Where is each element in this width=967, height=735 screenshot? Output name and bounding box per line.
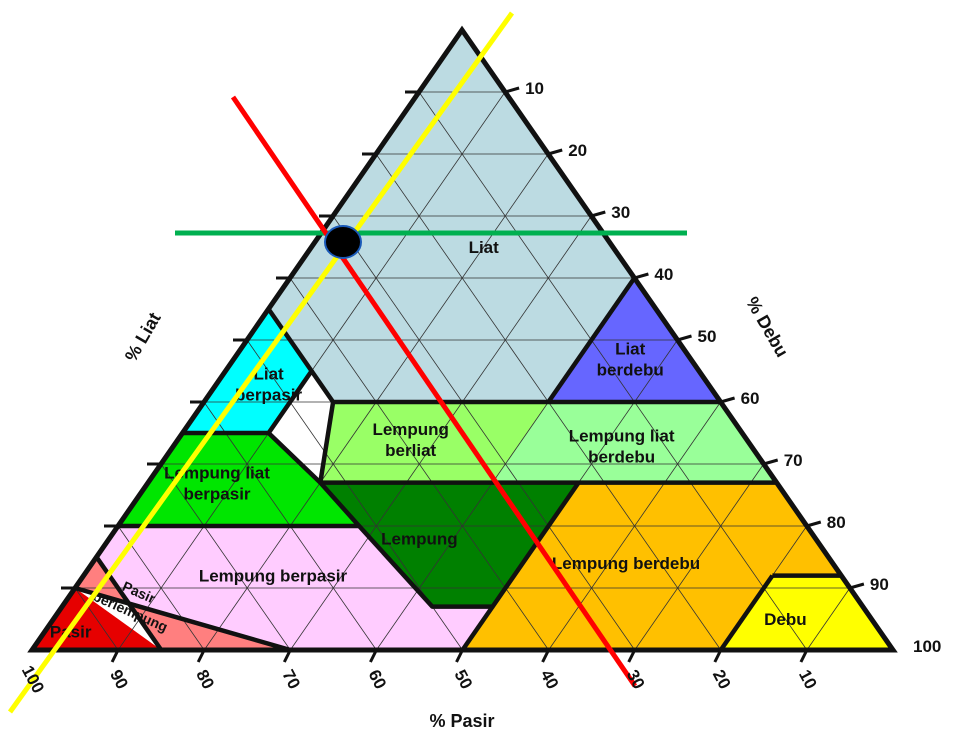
class-boundary <box>182 307 314 436</box>
region-label-line: Lempung liat <box>569 426 675 445</box>
region-label-liat-berpasir: Liat berpasir <box>235 364 302 404</box>
region-label-lempung-berdebu: Lempung berdebu <box>552 554 700 573</box>
silt-tick-label: 20 <box>568 141 587 160</box>
tick-silt <box>590 210 606 218</box>
silt-tick-label: 50 <box>698 327 717 346</box>
tick-sand <box>282 649 292 663</box>
class-boundary <box>546 276 637 404</box>
region-label-line: Liat <box>615 340 646 359</box>
silt-tick-label: 90 <box>870 575 889 594</box>
tick-sand <box>627 649 637 663</box>
tick-sand <box>110 649 120 663</box>
grid-line-silt <box>548 401 721 651</box>
tick-sand <box>799 649 809 663</box>
sand-tick-label: 10 <box>795 667 821 693</box>
region-label-line: berpasir <box>183 485 250 504</box>
tick-silt <box>806 520 822 528</box>
region-label-line: Pasir <box>50 622 92 641</box>
region-label-line: Liat <box>469 238 500 257</box>
region-label-pasir: Pasir <box>50 622 92 641</box>
grid-line-sand <box>74 587 119 651</box>
region-lempung-liat-berdebu <box>492 402 777 483</box>
silt-tick-label: 100 <box>913 637 941 656</box>
region-label-lempung-liat-berpasir: Lempung liat berpasir <box>164 464 270 504</box>
class-boundary <box>718 574 775 652</box>
tick-sand <box>713 649 723 663</box>
region-label-line: Lempung berpasir <box>199 567 348 586</box>
tick-silt <box>849 582 865 590</box>
grid-line-sand <box>117 525 205 651</box>
region-label-liat: Liat <box>469 238 500 257</box>
region-label-debu: Debu <box>764 610 807 629</box>
region-lempung-berdebu <box>462 482 842 650</box>
grid-line-silt <box>634 463 765 651</box>
tick-silt <box>677 334 692 342</box>
sand-tick-label: 80 <box>192 667 218 693</box>
grid-line-sand <box>160 463 291 651</box>
class-boundary <box>74 585 291 653</box>
region-label-lempung-liat-berdebu: Lempung liat berdebu <box>569 426 675 466</box>
clay-axis-title: % Liat <box>121 309 165 365</box>
class-boundary <box>118 431 362 529</box>
region-label-line: berpasir <box>235 385 302 404</box>
sand-tick-label: 40 <box>537 667 563 693</box>
silt-tick-label: 80 <box>827 513 846 532</box>
tick-silt <box>763 458 779 466</box>
silt-tick-label: 70 <box>784 451 803 470</box>
region-label-line: berliat <box>385 441 436 460</box>
grid-line-sand <box>418 91 808 651</box>
tick-silt <box>504 86 520 94</box>
region-label-line: Liat <box>253 364 284 383</box>
sand-tick-label: 50 <box>451 667 477 693</box>
tick-sand <box>455 649 464 663</box>
intersection-point <box>324 225 362 259</box>
silt-tick-label: 30 <box>611 203 630 222</box>
region-label-lempung: Lempung <box>381 529 458 548</box>
tick-silt <box>633 272 649 280</box>
region-label-line: berdebu <box>588 447 655 466</box>
region-label-line: Lempung berdebu <box>552 554 700 573</box>
region-pasir-berlempung <box>75 557 291 650</box>
sand-tick-label: 70 <box>278 667 304 693</box>
sand-axis-title: % Pasir <box>429 711 494 731</box>
red-sand-line <box>230 95 638 688</box>
silt-tick-label: 60 <box>741 389 760 408</box>
region-lempung-liat-berpasir <box>118 433 360 526</box>
region-label-line: Lempung <box>381 529 458 548</box>
grid-line-silt <box>806 587 851 651</box>
region-debu <box>720 575 893 650</box>
grid-line-sand <box>332 215 636 651</box>
yellow-silt-line <box>7 11 515 714</box>
class-boundary <box>460 605 495 652</box>
region-label-liat-berdebu: Liat berdebu <box>597 340 664 380</box>
sand-tick-label: 90 <box>106 667 132 693</box>
tick-silt <box>547 148 563 156</box>
region-label-lempung-berliat: Lempung berliat <box>372 420 449 460</box>
region-label-line: berdebu <box>597 361 664 380</box>
sand-tick-label: 20 <box>709 667 735 693</box>
sand-tick-label: 60 <box>364 667 390 693</box>
region-label-lempung-berpasir: Lempung berpasir <box>199 567 348 586</box>
region-label-line: Lempung liat <box>164 464 270 483</box>
tick-sand <box>369 649 378 663</box>
silt-tick-label: 40 <box>654 265 673 284</box>
region-label-line: Debu <box>764 610 807 629</box>
region-label-line: Lempung <box>372 420 449 439</box>
tick-sand <box>541 649 550 663</box>
silt-tick-label: 10 <box>525 79 544 98</box>
tick-silt <box>720 396 736 404</box>
tick-sand <box>196 649 206 663</box>
grid-line-silt <box>289 215 592 651</box>
silt-axis-title: % Debu <box>742 293 792 360</box>
